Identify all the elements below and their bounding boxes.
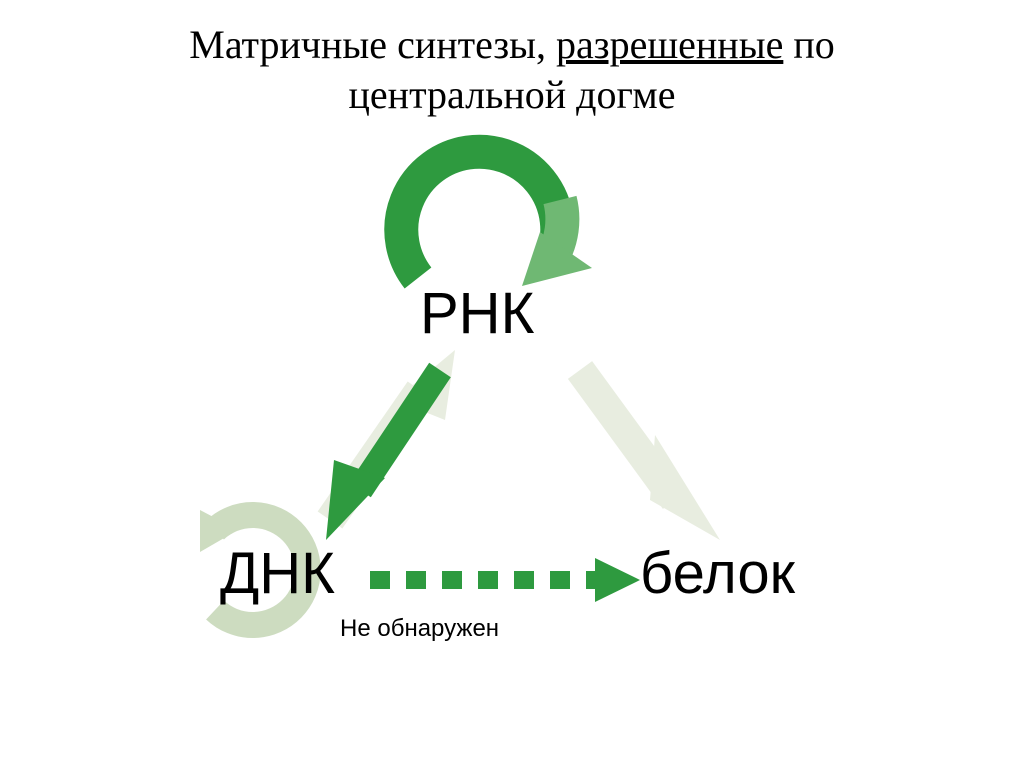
edge-label-dnk-belok: Не обнаружен [340, 615, 499, 643]
rnk-to-dnk-arrow-icon [326, 370, 440, 540]
title-line2: центральной догме [349, 72, 676, 117]
rnk-self-loop-icon [401, 152, 592, 286]
node-belok: белок [640, 540, 795, 607]
dnk-to-rnk-arrow-icon [330, 350, 455, 520]
title-underlined: разрешенные [556, 22, 783, 67]
diagram-title: Матричные синтезы, разрешенные по центра… [0, 20, 1024, 120]
node-dnk: ДНК [220, 540, 335, 607]
diagram-canvas: Матричные синтезы, разрешенные по центра… [0, 0, 1024, 767]
rnk-to-belok-arrow-icon [580, 370, 720, 540]
dnk-to-belok-arrow-icon [370, 558, 640, 602]
node-rnk: РНК [420, 280, 534, 347]
title-part1-end: по [783, 22, 834, 67]
title-part1: Матричные синтезы, [189, 22, 556, 67]
